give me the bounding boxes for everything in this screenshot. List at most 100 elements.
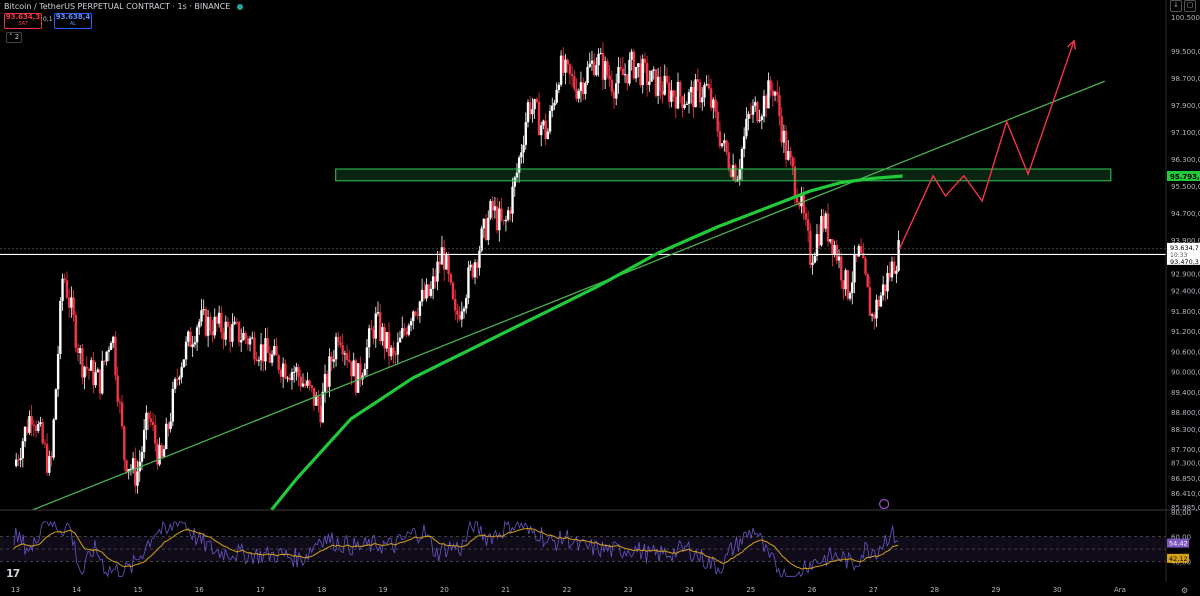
candle-body — [493, 206, 497, 211]
candle-body — [19, 458, 22, 461]
candle-body — [295, 367, 298, 372]
sell-button[interactable]: 93.634,3 SAT — [4, 13, 42, 29]
candle-body — [343, 353, 347, 355]
candle-body — [21, 441, 25, 459]
candle-body — [758, 120, 761, 122]
candle-body — [270, 354, 274, 363]
candle-body — [829, 239, 832, 242]
candle-body — [703, 85, 706, 98]
candle-body — [798, 202, 801, 207]
candle-body — [833, 245, 836, 255]
candle-body — [771, 90, 775, 96]
candle-body — [292, 371, 296, 373]
candle-body — [608, 75, 611, 80]
candle-body — [842, 280, 845, 290]
candle-body — [167, 423, 170, 429]
main-plot-area[interactable] — [0, 39, 1166, 512]
candle-body — [30, 416, 33, 425]
candle-body — [866, 274, 869, 288]
candle-body — [504, 219, 508, 222]
candle-body — [535, 99, 539, 102]
candle-body — [533, 99, 536, 110]
candle-body — [747, 113, 750, 119]
collapse-indicators-button[interactable]: ˅ 2 — [6, 32, 23, 43]
candle-body — [356, 363, 360, 393]
y-tick-label: 91.800,0 — [1171, 308, 1200, 316]
candle-body — [524, 122, 527, 145]
candle-body — [222, 332, 225, 340]
candle-body — [780, 116, 783, 143]
candle-body — [478, 250, 481, 268]
candle-body — [848, 293, 852, 299]
candle-body — [436, 261, 439, 282]
y-tick-label: 86.410,0 — [1171, 490, 1200, 498]
candle-body — [590, 60, 594, 64]
candle-body — [837, 256, 841, 261]
tradingview-logo-icon: 17 — [6, 567, 20, 580]
candle-body — [429, 288, 433, 296]
rsi-panel[interactable] — [0, 520, 1166, 578]
candle-body — [868, 287, 872, 316]
candle-body — [795, 195, 799, 203]
candle-body — [586, 67, 589, 84]
candle-body — [109, 343, 113, 350]
candle-body — [396, 342, 400, 355]
candle-body — [414, 311, 417, 315]
candle-body — [442, 247, 446, 270]
candle-body — [123, 426, 126, 461]
candle-body — [595, 65, 598, 76]
candle-body — [176, 379, 179, 381]
arrow-down-icon[interactable]: ↓ — [1170, 0, 1182, 12]
candle-body — [193, 342, 197, 345]
candle-body — [749, 113, 752, 115]
candle-body — [826, 213, 830, 242]
candle-body — [279, 369, 283, 377]
candle-body — [427, 284, 430, 296]
candle-body — [500, 208, 503, 220]
candles-group — [15, 42, 900, 494]
candle-body — [52, 419, 55, 458]
candle-body — [290, 372, 294, 380]
candle-body — [663, 75, 666, 95]
candle-body — [879, 295, 883, 307]
buy-button[interactable]: 93.638,4 AL — [54, 13, 92, 29]
candle-body — [262, 344, 265, 362]
candle-body — [74, 315, 77, 348]
candle-body — [48, 456, 51, 473]
candle-body — [628, 59, 631, 84]
candle-body — [43, 443, 47, 445]
candle-body — [105, 351, 108, 362]
candle-body — [674, 96, 677, 109]
candle-body — [784, 130, 788, 160]
candle-body — [601, 52, 605, 80]
candle-body — [526, 102, 530, 123]
candle-body — [178, 377, 181, 380]
candle-body — [145, 412, 148, 430]
candle-body — [513, 177, 516, 187]
square-icon[interactable]: ▢ — [1184, 0, 1196, 12]
rsi-value-tag-bg — [1167, 538, 1189, 548]
candle-body — [851, 282, 854, 294]
candle-body — [41, 422, 44, 444]
candle-body — [498, 208, 501, 231]
candle-body — [751, 105, 755, 115]
candle-body — [147, 412, 150, 419]
candle-body — [224, 321, 227, 340]
candle-body — [195, 327, 199, 343]
candle-body — [184, 341, 188, 360]
candle-body — [634, 66, 638, 79]
candle-body — [570, 74, 574, 77]
candle-body — [597, 53, 600, 66]
candle-body — [592, 60, 596, 76]
candle-body — [34, 425, 38, 431]
candle-body — [857, 246, 861, 257]
candle-body — [187, 331, 190, 342]
candle-body — [740, 148, 744, 170]
candle-body — [897, 240, 900, 271]
candle-body — [259, 344, 263, 361]
candle-body — [326, 374, 329, 387]
candle-body — [511, 186, 514, 214]
candle-body — [579, 82, 583, 91]
gear-icon[interactable]: ⚙ — [1181, 586, 1189, 595]
